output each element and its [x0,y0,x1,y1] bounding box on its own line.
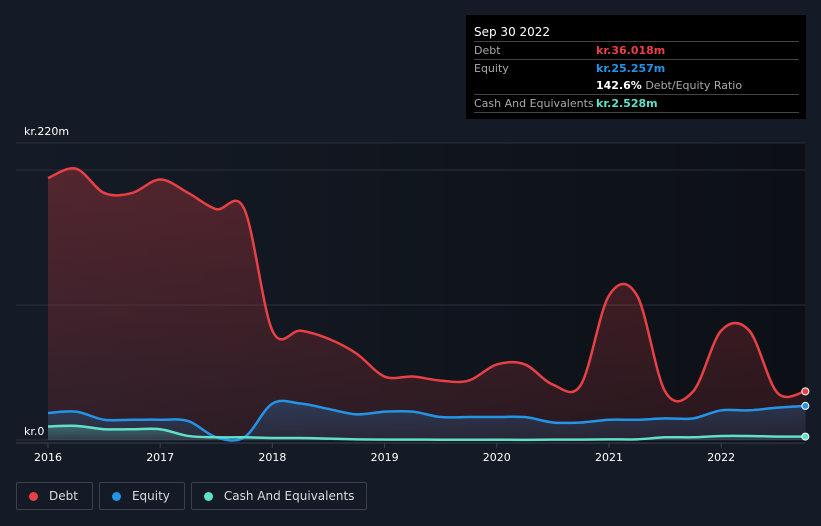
tooltip-ratio-value: 142.6% [596,79,642,92]
equity-line [47,399,806,442]
legend-debt[interactable]: Debt [16,482,93,510]
debt-end-point [801,387,810,396]
legend-debt-label: Debt [49,489,78,503]
x-tick-label: 2020 [483,451,511,464]
equity-end-point [801,401,810,410]
cash-dot-icon [203,491,213,501]
tooltip-equity-value: kr.25.257m [596,62,666,75]
x-tick-label: 2017 [146,451,174,464]
debt-dot-icon [29,491,38,501]
cash-line [47,424,806,442]
tooltip-ratio-label: Debt/Equity Ratio [645,79,743,92]
legend-equity-label: Equity [131,489,170,503]
x-tick-label: 2018 [258,451,286,464]
cash-end-point [801,432,810,441]
tooltip-cash-label: Cash And Equivalents [474,97,594,110]
tooltip-cash-value: kr.2.528m [596,97,658,110]
y-label-bottom: kr.0 [24,425,44,438]
tooltip-equity-label: Equity [474,62,509,75]
debt-line [47,167,806,403]
equity-dot-icon [111,491,121,501]
y-label-top: kr.220m [24,125,69,138]
debt-area [48,168,806,440]
legend-equity[interactable]: Equity [98,482,185,510]
legend-cash-label: Cash And Equivalents [223,489,355,503]
legend-cash[interactable]: Cash And Equivalents [190,482,368,510]
x-tick-label: 2019 [371,451,399,464]
tooltip-date: Sep 30 2022 [474,23,799,42]
cash-area [48,425,806,440]
x-tick-label: 2022 [707,451,735,464]
legend: Debt Equity Cash And Equivalents [16,482,368,510]
tooltip-debt-label: Debt [474,44,501,57]
tooltip: Sep 30 2022 Debt kr.36.018m Equity kr.25.2… [466,15,806,119]
x-tick-label: 2021 [595,451,623,464]
equity-area [48,400,806,441]
x-tick-label: 2016 [34,451,62,464]
tooltip-debt-value: kr.36.018m [596,44,666,57]
